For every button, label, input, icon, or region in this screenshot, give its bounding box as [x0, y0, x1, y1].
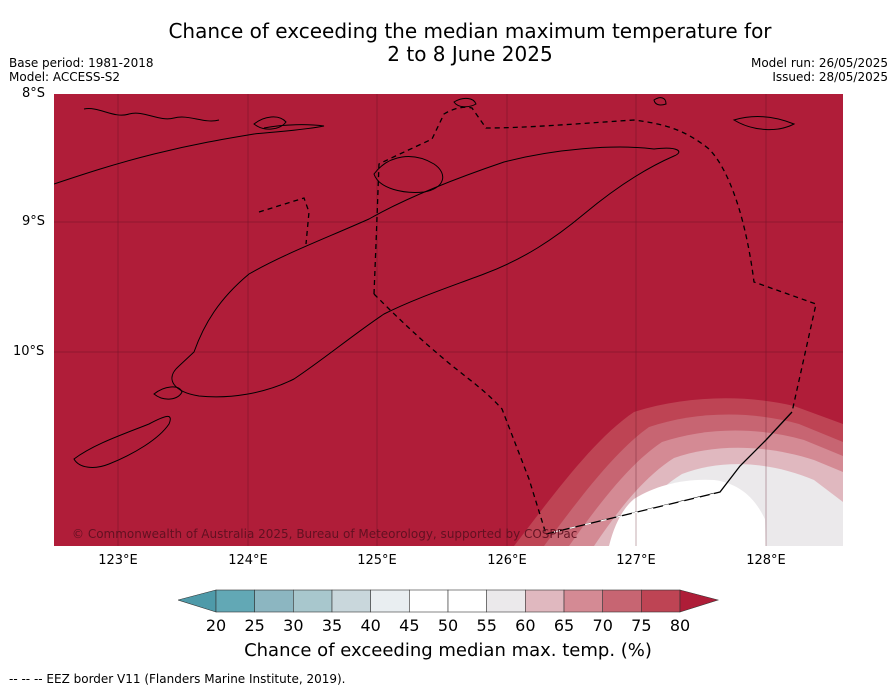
- eez-border: [258, 106, 817, 535]
- semau-island: [153, 386, 183, 400]
- graticule: [54, 94, 843, 546]
- coastline: [54, 97, 796, 468]
- eez-oecusse: [258, 197, 310, 245]
- colorbar-cell: [641, 589, 681, 613]
- title-line-1: Chance of exceeding the median maximum t…: [168, 19, 772, 43]
- timor-island: [171, 146, 680, 398]
- colorbar-tick-label: 40: [360, 616, 381, 635]
- colorbar-cell: [409, 589, 449, 613]
- colorbar-cell: [602, 589, 642, 613]
- band-55-inner: [764, 492, 829, 546]
- wetar-coast: [54, 124, 325, 185]
- colorbar-cell: [563, 589, 603, 613]
- northern-islands: [253, 97, 796, 131]
- colorbar-cell: [331, 589, 371, 613]
- eez-solid: [545, 411, 793, 535]
- lon-label-126e: 126°E: [487, 553, 527, 568]
- lon-label-127e: 127°E: [616, 553, 656, 568]
- lon-label-124e: 124°E: [228, 553, 268, 568]
- colorbar-cell: [370, 589, 410, 613]
- colorbar-tick-label: 25: [244, 616, 265, 635]
- eez-solid-dash: [553, 493, 715, 533]
- probability-map: © Commonwealth of Australia 2025, Bureau…: [54, 94, 843, 546]
- title-line-2: 2 to 8 June 2025: [387, 42, 553, 66]
- run-info: Model run: 26/05/2025 Issued: 28/05/2025: [751, 56, 888, 84]
- model-info: Base period: 1981-2018 Model: ACCESS-S2: [9, 56, 154, 84]
- lat-label-8s: 8°S: [22, 86, 46, 101]
- colorbar-tick-label: 65: [553, 616, 575, 635]
- eez-south: [373, 293, 547, 535]
- alor-island: [373, 156, 444, 193]
- band-50: [609, 479, 774, 546]
- colorbar-cell: [447, 589, 487, 613]
- rote-island: [73, 416, 171, 468]
- eez-north: [373, 106, 817, 413]
- colorbar-tick-label: 70: [592, 616, 613, 635]
- colorbar-cell: [254, 589, 294, 613]
- lon-label-128e: 128°E: [746, 553, 786, 568]
- colorbar-tick-label: 60: [515, 616, 536, 635]
- issued-date: Issued: 28/05/2025: [772, 70, 888, 84]
- colorbar-tick-label: 30: [283, 616, 304, 635]
- lon-label-123e: 123°E: [98, 553, 138, 568]
- flores-coast: [83, 108, 220, 122]
- model-name: Model: ACCESS-S2: [9, 70, 121, 84]
- model-run-date: Model run: 26/05/2025: [750, 56, 888, 70]
- map-title: Chance of exceeding the median maximum t…: [0, 20, 896, 66]
- colorbar: [178, 589, 720, 613]
- colorbar-cell: [525, 589, 565, 613]
- colorbar-over-arrow: [679, 589, 720, 613]
- colorbar-cell: [215, 589, 255, 613]
- colorbar-tick-label: 45: [399, 616, 420, 635]
- colorbar-tick-label: 20: [205, 616, 227, 635]
- base-period: Base period: 1981-2018: [9, 56, 154, 70]
- colorbar-tick-label: 80: [669, 616, 691, 635]
- lon-label-125e: 125°E: [357, 553, 397, 568]
- eez-footnote: -- -- -- EEZ border V11 (Flanders Marine…: [9, 672, 346, 686]
- colorbar-cell: [293, 589, 333, 613]
- colorbar-tick-label: 50: [437, 616, 459, 635]
- colorbar-under-arrow: [178, 589, 217, 613]
- lat-label-9s: 9°S: [22, 214, 46, 229]
- colorbar-tick-label: 75: [631, 616, 652, 635]
- copyright-text: © Commonwealth of Australia 2025, Bureau…: [72, 527, 577, 541]
- colorbar-tick-label: 55: [476, 616, 497, 635]
- lat-label-10s: 10°S: [13, 344, 45, 359]
- colorbar-cell: [486, 589, 526, 613]
- colorbar-title: Chance of exceeding median max. temp. (%…: [244, 640, 652, 661]
- colorbar-tick-label: 35: [321, 616, 343, 635]
